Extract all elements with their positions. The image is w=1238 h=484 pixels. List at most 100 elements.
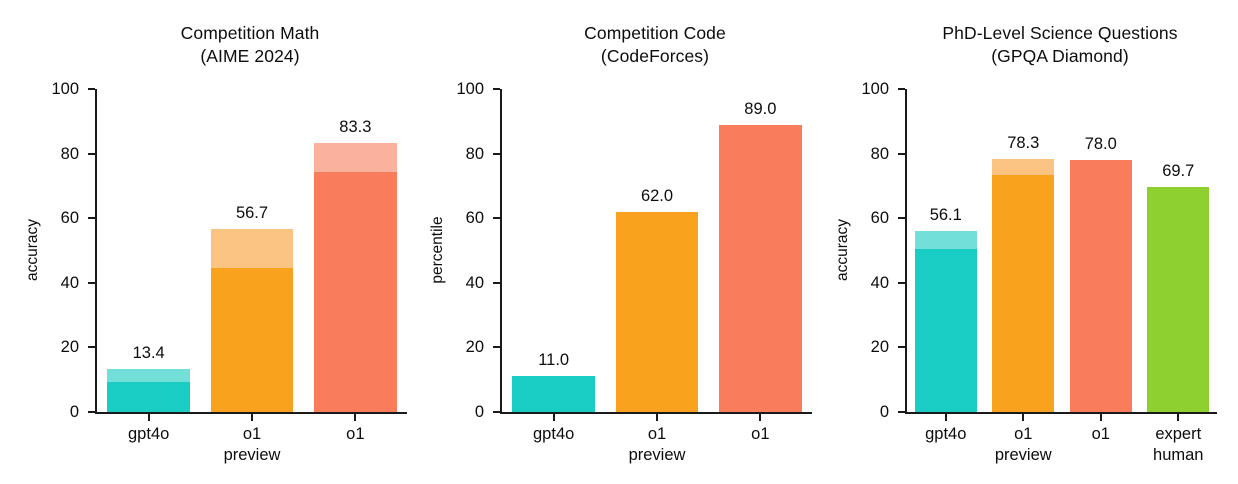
x-tick-label-line: o1	[1014, 425, 1033, 443]
y-tick-label: 80	[60, 144, 79, 163]
x-tick-mark	[944, 414, 947, 422]
value-label: 78.0	[1084, 135, 1117, 154]
x-tick-mark	[354, 414, 357, 422]
x-tick-label-o1: o1	[346, 424, 364, 445]
x-tick-label-line: preview	[994, 446, 1052, 464]
x-tick-mark	[759, 414, 762, 422]
y-tick-label: 100	[861, 80, 889, 98]
y-tick-label: 60	[870, 209, 889, 228]
y-tick-label: 0	[879, 403, 889, 421]
x-tick-label-line: o1	[751, 425, 770, 443]
chart-title-line1: Competition Code	[584, 23, 726, 43]
x-tick-label-line: gpt4o	[533, 425, 575, 443]
x-tick-mark	[552, 414, 555, 422]
y-tick-mark	[897, 217, 905, 220]
chart-title-line2: (CodeForces)	[600, 46, 710, 66]
y-tick-label: 20	[60, 338, 79, 357]
plot-area: 0 20 40 60 80 100 11.0 gpt4o 62.0 o1 preview 89.0 o1	[456, 80, 812, 464]
y-tick-mark	[87, 152, 95, 155]
x-tick-mark	[250, 414, 254, 422]
bar-solid-segment	[914, 248, 977, 412]
x-tick-mark	[655, 414, 659, 422]
y-tick-mark	[492, 346, 500, 349]
x-tick-label-line: o1	[647, 425, 667, 443]
bar-solid-segment	[992, 175, 1055, 412]
bar-gpt4o	[107, 368, 190, 412]
bar-o1	[719, 124, 802, 412]
value-label: 62.0	[640, 186, 674, 205]
value-label: 11.0	[538, 351, 570, 370]
chart-title: PhD-Level Science Questions (GPQA Diamon…	[905, 22, 1215, 68]
chart-title: Competition Code (CodeForces)	[500, 22, 810, 68]
y-tick-mark	[87, 346, 95, 349]
y-tick-label: 40	[870, 273, 889, 292]
bar-o1-preview	[615, 211, 699, 412]
chart-title-line2: (GPQA Diamond)	[991, 46, 1129, 66]
x-tick-mark	[1022, 414, 1025, 422]
bar-solid-segment	[210, 267, 294, 412]
x-tick-label-line: o1	[1091, 425, 1110, 443]
value-label: 56.7	[235, 203, 269, 222]
x-tick-label-gpt4o: gpt4o	[925, 424, 966, 445]
chart-phd-science-questions: PhD-Level Science Questions (GPQA Diamon…	[810, 0, 1238, 484]
y-tick-mark	[87, 217, 95, 220]
value-label: 13.4	[132, 343, 165, 362]
y-tick-mark	[87, 281, 95, 284]
x-tick-label-o1: o1	[1092, 424, 1110, 445]
bar-expert-human	[1147, 186, 1210, 412]
plot-area: 0 20 40 60 80 100 13.4 gpt4o 56.7 o1 preview 83.3 o1	[51, 80, 407, 464]
y-tick-mark	[492, 152, 500, 155]
x-tick-label-expert-human: expert human	[1153, 424, 1203, 466]
chart-title-line1: PhD-Level Science Questions	[942, 23, 1178, 43]
value-label: 89.0	[744, 99, 777, 118]
x-tick-label-line: human	[1153, 446, 1204, 464]
x-tick-mark	[1177, 414, 1180, 422]
bar-o1	[1069, 160, 1132, 412]
bar-o1-preview	[992, 159, 1055, 412]
chart-competition-code: Competition Code (CodeForces) percentile…	[405, 0, 818, 484]
y-tick-label: 20	[465, 338, 484, 357]
bar-solid-segment	[314, 171, 397, 412]
x-tick-label-gpt4o: gpt4o	[128, 424, 169, 445]
x-tick-label-gpt4o: gpt4o	[533, 424, 574, 445]
chart-title: Competition Math (AIME 2024)	[95, 22, 405, 68]
x-tick-label-line: expert	[1155, 425, 1202, 443]
y-tick-label: 0	[474, 403, 484, 421]
y-tick-mark	[897, 410, 905, 414]
chart-title-line2: (AIME 2024)	[200, 46, 300, 66]
x-tick-label-line: o1	[346, 425, 365, 443]
x-tick-label-o1: o1	[751, 424, 769, 445]
y-tick-label: 100	[456, 80, 484, 98]
value-label: 69.7	[1162, 161, 1195, 180]
x-tick-mark	[1099, 414, 1102, 422]
y-tick-label: 20	[870, 338, 889, 357]
y-tick-mark	[492, 281, 500, 284]
y-axis-label: accuracy	[834, 218, 851, 282]
y-tick-label: 40	[60, 273, 79, 292]
y-tick-mark	[492, 217, 500, 220]
x-tick-label-o1-preview: o1 preview	[995, 424, 1052, 466]
plot-area: 0 20 40 60 80 100 56.1 gpt4o 78.3 o1 preview 78.0 o1…	[861, 80, 1217, 464]
chart-competition-math: Competition Math (AIME 2024) accuracy 0 2…	[0, 0, 413, 484]
x-tick-label-o1-preview: o1 preview	[224, 424, 281, 466]
y-tick-label: 80	[870, 144, 889, 163]
value-label: 56.1	[929, 205, 962, 224]
y-tick-mark	[897, 281, 905, 284]
y-tick-label: 0	[69, 403, 79, 421]
y-tick-mark	[492, 87, 500, 91]
value-label: 83.3	[339, 117, 372, 136]
bar-solid-segment	[107, 381, 190, 412]
y-tick-label: 40	[465, 273, 484, 292]
bar-gpt4o	[512, 376, 595, 412]
x-tick-label-line: preview	[628, 446, 686, 464]
y-tick-mark	[87, 410, 95, 414]
bar-gpt4o	[914, 230, 977, 412]
value-label: 78.3	[1007, 134, 1040, 153]
x-tick-label-line: gpt4o	[128, 425, 170, 443]
y-tick-mark	[897, 87, 905, 91]
y-tick-label: 60	[60, 209, 79, 228]
y-tick-mark	[87, 87, 95, 91]
bar-o1	[314, 142, 397, 412]
chart-title-line1: Competition Math	[180, 23, 320, 43]
